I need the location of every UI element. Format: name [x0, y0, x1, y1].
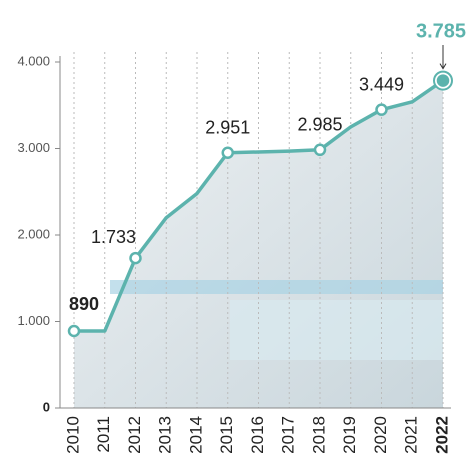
marker [69, 326, 79, 336]
x-tick-label: 2020 [371, 416, 390, 454]
y-tick-label: 1.000 [17, 313, 50, 328]
x-tick-label: 2015 [217, 416, 236, 454]
x-tick-label: 2018 [309, 416, 328, 454]
form-band [230, 300, 443, 360]
x-tick-label: 2016 [248, 416, 267, 454]
value-label: 2.951 [205, 117, 250, 137]
x-tick-label: 2011 [94, 416, 113, 453]
marker [438, 76, 448, 86]
marker [131, 253, 141, 263]
value-label: 3.785 [416, 20, 466, 42]
marker [315, 145, 325, 155]
x-tick-label: 2010 [63, 416, 82, 454]
value-label: 3.449 [359, 74, 404, 94]
x-tick-label: 2013 [156, 416, 175, 454]
y-tick-label: 4.000 [17, 53, 50, 68]
y-tick-label: 3.000 [17, 140, 50, 155]
x-tick-label: 2021 [402, 416, 421, 454]
marker [223, 148, 233, 158]
chart: 0 1.000 2.000 3.000 4.000 2010 2011 2012 2013 201… [0, 0, 474, 474]
x-tick-label: 2012 [125, 416, 144, 454]
x-tick-label: 2017 [279, 416, 298, 454]
form-band [110, 280, 443, 294]
x-tick-label: 2014 [186, 416, 205, 454]
x-tick-label: 2022 [432, 416, 451, 454]
x-tick-label: 2019 [340, 416, 359, 454]
y-tick-label: 0 [43, 399, 50, 414]
marker [377, 105, 387, 115]
value-label: 1.733 [91, 227, 136, 247]
y-tick-label: 2.000 [17, 226, 50, 241]
value-label: 2.985 [297, 115, 342, 135]
value-label: 890 [69, 294, 99, 314]
